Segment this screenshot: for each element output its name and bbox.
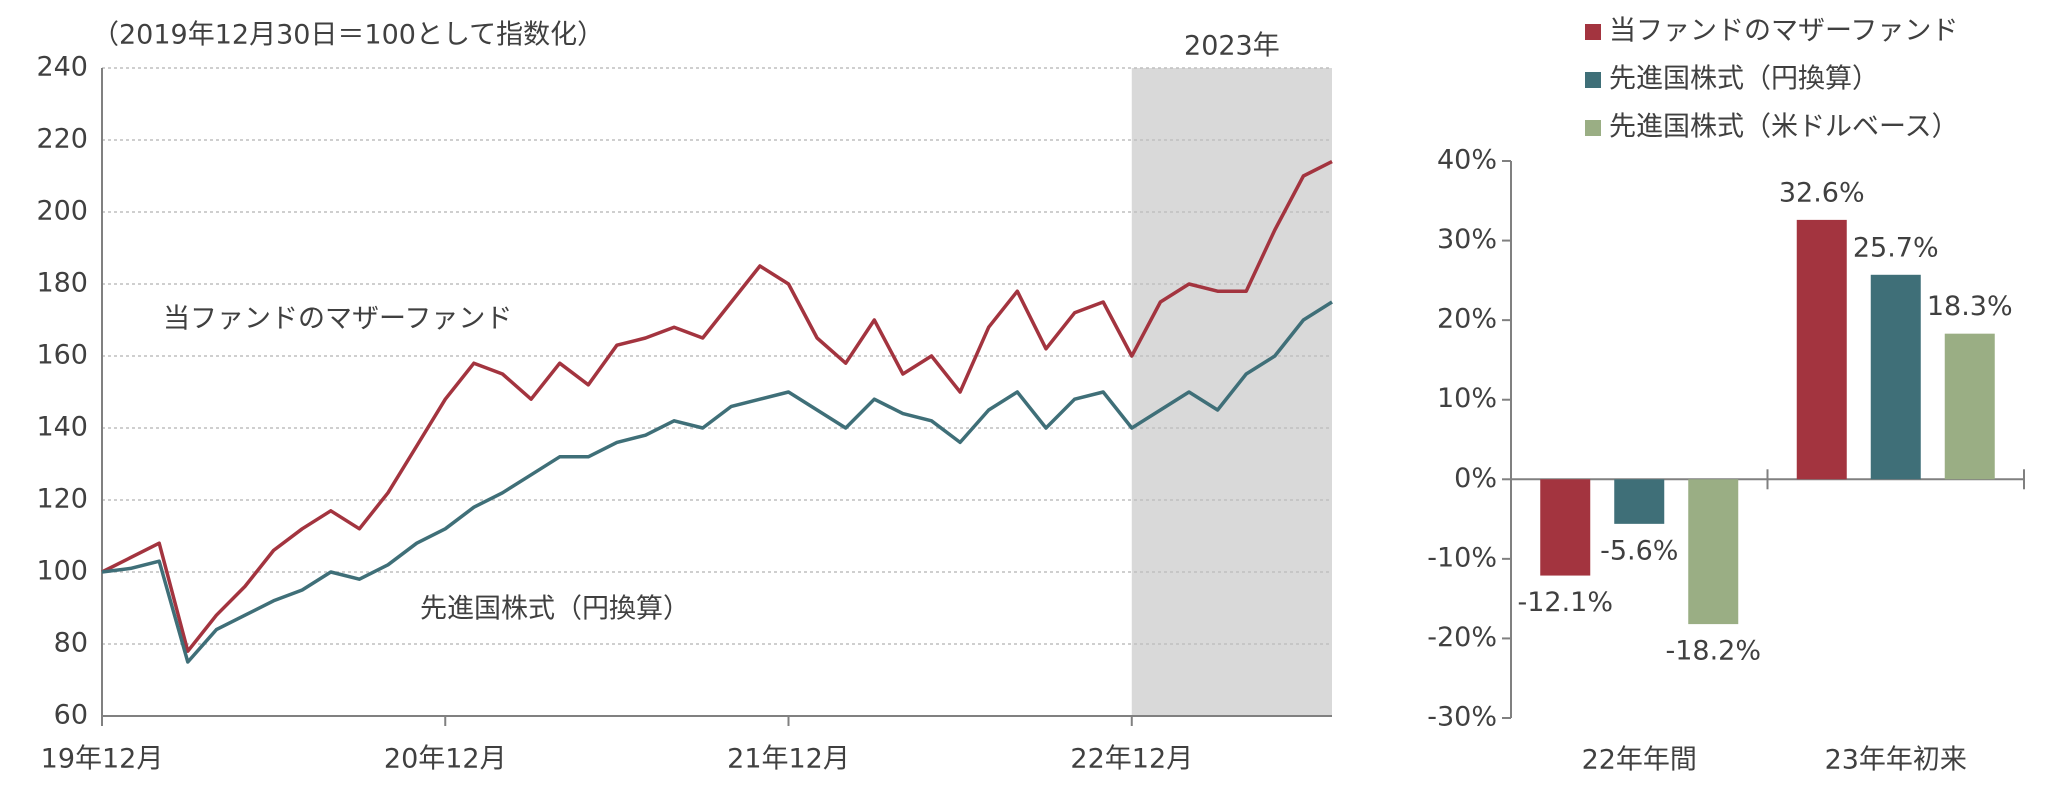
value-label: -5.6% (1600, 535, 1678, 566)
legend-label: 先進国株式（米ドルベース） (1609, 112, 1959, 143)
y-tick-label: 60 (54, 700, 88, 731)
shaded-label: 2023年 (1184, 31, 1280, 62)
x-tick-label: 19年12月 (41, 744, 164, 775)
y-tick-label: 140 (36, 412, 88, 443)
legend-swatch (1585, 24, 1601, 40)
x-tick-label: 21年12月 (727, 744, 850, 775)
series-label: 先進国株式（円換算） (420, 594, 690, 625)
y-tick-label: 20% (1437, 304, 1497, 335)
y-tick-label: 10% (1437, 383, 1497, 414)
legend-label: 先進国株式（円換算） (1609, 64, 1879, 95)
x-tick-label: 23年年初来 (1825, 745, 1967, 776)
y-tick-label: 100 (36, 556, 88, 587)
y-tick-label: 220 (36, 124, 88, 155)
y-tick-label: -20% (1427, 622, 1497, 653)
bar (1870, 274, 1921, 480)
bar (1796, 219, 1847, 480)
y-tick-label: 0% (1454, 463, 1497, 494)
y-tick-label: 120 (36, 484, 88, 515)
legend-swatch (1585, 72, 1601, 88)
y-tick-label: 200 (36, 196, 88, 227)
bar (1540, 479, 1591, 576)
legend-swatch (1585, 120, 1601, 136)
y-tick-label: 160 (36, 340, 88, 371)
series-line (101, 300, 1333, 664)
y-tick-label: 30% (1437, 224, 1497, 255)
bar (1688, 479, 1739, 625)
x-tick-label: 20年12月 (384, 744, 507, 775)
series-label: 当ファンドのマザーファンド (163, 304, 512, 335)
y-tick-label: -10% (1427, 542, 1497, 573)
y-tick-label: -30% (1427, 702, 1497, 733)
value-label: -18.2% (1665, 636, 1761, 667)
x-tick-label: 22年年間 (1582, 745, 1697, 776)
y-tick-label: 40% (1437, 145, 1497, 176)
x-tick-label: 22年12月 (1070, 744, 1193, 775)
y-tick-label: 180 (36, 268, 88, 299)
bar (1614, 479, 1665, 524)
series-line (101, 160, 1333, 653)
bar (1944, 333, 1995, 480)
value-label: 32.6% (1779, 177, 1865, 208)
value-label: 18.3% (1927, 291, 2013, 322)
value-label: -12.1% (1517, 587, 1613, 618)
subtitle: （2019年12月30日＝100として指数化） (92, 20, 604, 51)
y-tick-label: 240 (36, 52, 88, 83)
value-label: 25.7% (1853, 232, 1939, 263)
y-tick-label: 80 (54, 628, 88, 659)
legend-label: 当ファンドのマザーファンド (1609, 16, 1958, 47)
